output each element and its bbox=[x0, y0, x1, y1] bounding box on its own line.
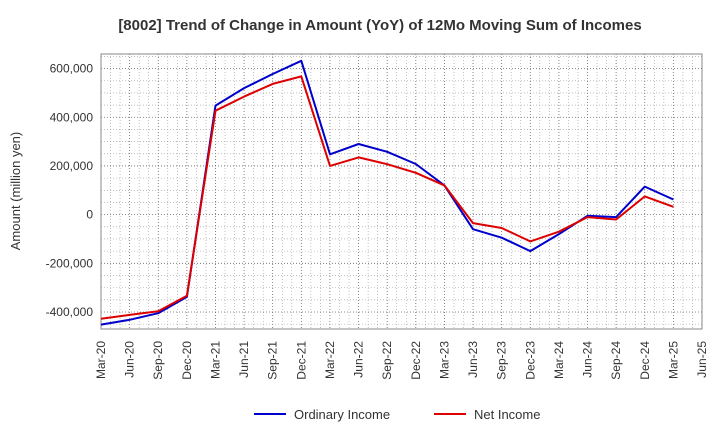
y-tick-label: -400,000 bbox=[46, 305, 94, 319]
x-tick-label: Mar-24 bbox=[552, 341, 566, 379]
x-tick-label: Mar-25 bbox=[666, 341, 680, 379]
x-tick-label: Sep-24 bbox=[609, 341, 623, 380]
y-tick-label: 600,000 bbox=[50, 62, 94, 76]
x-tick-label: Jun-25 bbox=[695, 341, 709, 378]
legend-label: Ordinary Income bbox=[294, 407, 390, 422]
x-tick-label: Sep-23 bbox=[495, 341, 509, 380]
x-tick-label: Dec-21 bbox=[294, 341, 308, 380]
x-tick-label: Jun-22 bbox=[352, 341, 366, 378]
x-tick-label: Sep-22 bbox=[380, 341, 394, 380]
y-tick-label: 400,000 bbox=[50, 110, 94, 124]
y-tick-label: 0 bbox=[86, 208, 93, 222]
plot-background bbox=[101, 54, 702, 329]
plot-area: -400,000 -200,000 0 200,000 400,000 600,000 Ma… bbox=[46, 53, 709, 380]
x-tick-label: Mar-21 bbox=[208, 341, 222, 379]
x-tick-label: Jun-21 bbox=[237, 341, 251, 378]
x-tick-label: Dec-20 bbox=[180, 341, 194, 380]
x-tick-label: Sep-20 bbox=[151, 341, 165, 380]
y-axis-label: Amount (million yen) bbox=[8, 132, 23, 251]
x-tick-label: Sep-21 bbox=[266, 341, 280, 380]
x-tick-label: Mar-23 bbox=[437, 341, 451, 379]
x-tick-label: Mar-20 bbox=[94, 341, 108, 379]
chart-title: [8002] Trend of Change in Amount (YoY) o… bbox=[118, 17, 641, 34]
x-tick-label: Jun-20 bbox=[123, 341, 137, 378]
x-tick-label: Jun-24 bbox=[581, 341, 595, 378]
legend-label: Net Income bbox=[474, 407, 540, 422]
x-tick-label: Dec-23 bbox=[523, 341, 537, 380]
x-tick-label: Dec-22 bbox=[409, 341, 423, 380]
x-tick-label: Mar-22 bbox=[323, 341, 337, 379]
x-tick-label: Jun-23 bbox=[466, 341, 480, 378]
plot-border bbox=[100, 53, 703, 330]
x-tick-label: Dec-24 bbox=[638, 341, 652, 380]
y-tick-label: -200,000 bbox=[46, 256, 94, 270]
y-tick-label: 200,000 bbox=[50, 159, 94, 173]
legend: Ordinary Income Net Income bbox=[254, 407, 540, 422]
